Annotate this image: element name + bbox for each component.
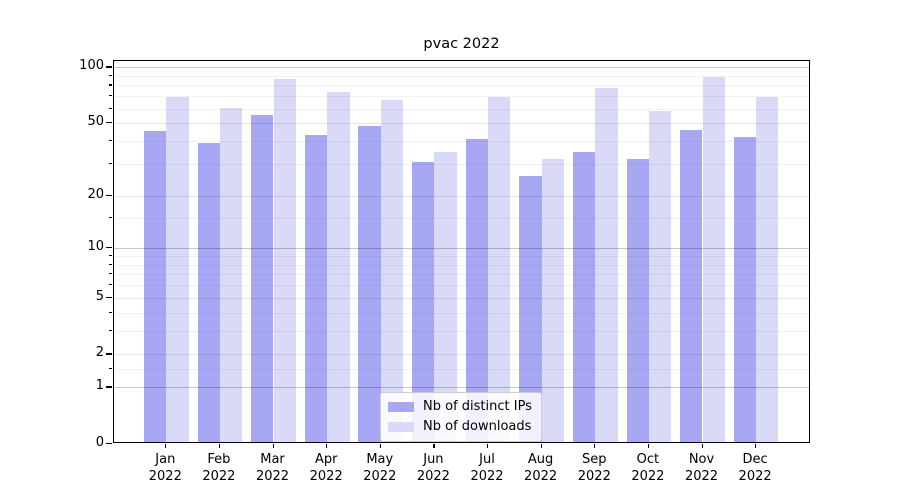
x-tick-label: Sep 2022: [577, 452, 611, 484]
x-tick-mark: [701, 443, 703, 448]
y-minor-tick-mark: [109, 255, 112, 257]
bar-distinct-ips: [572, 151, 596, 442]
y-tick-label: 2: [95, 345, 104, 361]
bar-distinct-ips: [626, 159, 649, 442]
bar-downloads: [166, 96, 189, 442]
y-tick-mark: [106, 122, 112, 124]
legend-swatch-downloads: [388, 421, 414, 432]
x-tick-mark: [326, 443, 328, 448]
bar-distinct-ips: [251, 115, 274, 442]
legend-label: Nb of distinct IPs: [423, 399, 532, 414]
bar-downloads: [380, 100, 404, 442]
y-minor-tick-mark: [109, 368, 112, 370]
y-tick-mark: [106, 66, 112, 68]
y-minor-tick-mark: [109, 74, 112, 77]
chart-title: pvac 2022: [423, 36, 500, 52]
x-tick-mark: [218, 443, 221, 448]
x-tick-label: Jan 2022: [148, 452, 182, 484]
y-tick-label: 10: [87, 239, 104, 255]
y-tick-mark: [106, 386, 112, 388]
x-tick-mark: [647, 443, 650, 448]
y-tick-mark: [106, 194, 112, 196]
legend-entry-distinct-ips: Nb of distinct IPs: [388, 398, 532, 415]
bar-distinct-ips: [465, 139, 488, 442]
bar-downloads: [756, 96, 779, 442]
legend-entry-downloads: Nb of downloads: [388, 418, 532, 435]
y-tick-label: 20: [87, 186, 104, 202]
bar-distinct-ips: [358, 126, 381, 442]
legend: Nb of distinct IPs Nb of downloads: [380, 392, 542, 442]
y-minor-tick-mark: [109, 311, 112, 313]
x-tick-mark: [755, 443, 757, 448]
x-tick-mark: [379, 443, 381, 448]
x-tick-label: Jun 2022: [416, 452, 450, 484]
plot-area: [113, 60, 810, 443]
x-tick-label: Feb 2022: [202, 452, 236, 484]
y-minor-tick-mark: [109, 216, 112, 218]
y-minor-tick-mark: [109, 162, 112, 164]
y-tick-mark: [106, 353, 112, 355]
bar-downloads: [219, 107, 243, 442]
x-tick-label: Oct 2022: [631, 452, 665, 484]
x-tick-mark: [540, 443, 542, 448]
y-minor-tick-mark: [109, 263, 112, 265]
bar-downloads: [595, 87, 618, 442]
x-tick-label: Mar 2022: [255, 452, 290, 484]
y-tick-mark: [106, 296, 112, 298]
y-tick-label: 50: [87, 114, 104, 130]
gridline: [114, 67, 809, 69]
x-tick-label: Apr 2022: [309, 452, 343, 484]
legend-label: Nb of downloads: [423, 419, 532, 434]
bar-distinct-ips: [412, 161, 435, 442]
bar-distinct-ips: [304, 135, 328, 442]
bar-distinct-ips: [519, 176, 542, 442]
x-tick-mark: [594, 443, 596, 448]
x-tick-mark: [272, 443, 274, 448]
bar-distinct-ips: [197, 143, 220, 442]
y-minor-tick-mark: [109, 273, 112, 275]
x-tick-mark: [433, 443, 435, 448]
bar-downloads: [648, 110, 672, 442]
x-tick-mark: [487, 443, 489, 448]
y-tick-mark: [106, 443, 112, 445]
y-minor-tick-mark: [109, 95, 112, 97]
y-minor-tick-mark: [109, 284, 112, 286]
x-tick-label: May 2022: [363, 452, 397, 484]
legend-swatch-distinct-ips: [388, 401, 414, 412]
x-tick-label: Aug 2022: [524, 452, 558, 484]
y-tick-label: 0: [95, 435, 104, 450]
x-tick-label: Dec 2022: [738, 452, 772, 484]
bar-downloads: [488, 96, 511, 442]
y-minor-tick-mark: [109, 107, 112, 109]
bar-downloads: [702, 76, 725, 442]
bar-distinct-ips: [143, 131, 167, 442]
y-minor-tick-mark: [109, 140, 112, 142]
bar-downloads: [434, 151, 457, 442]
bar-downloads: [327, 91, 350, 442]
y-tick-label: 5: [95, 288, 104, 304]
bar-distinct-ips: [733, 137, 757, 442]
x-tick-mark: [165, 443, 167, 448]
bar-downloads: [273, 78, 296, 442]
y-minor-tick-mark: [109, 84, 112, 86]
bar-distinct-ips: [680, 129, 703, 442]
y-tick-mark: [106, 247, 112, 249]
x-tick-label: Nov 2022: [684, 452, 719, 484]
y-tick-label: 1: [95, 378, 104, 394]
bar-downloads: [541, 159, 564, 442]
y-minor-tick-mark: [109, 329, 112, 332]
x-tick-label: Jul 2022: [470, 452, 504, 484]
y-tick-label: 100: [79, 58, 104, 74]
